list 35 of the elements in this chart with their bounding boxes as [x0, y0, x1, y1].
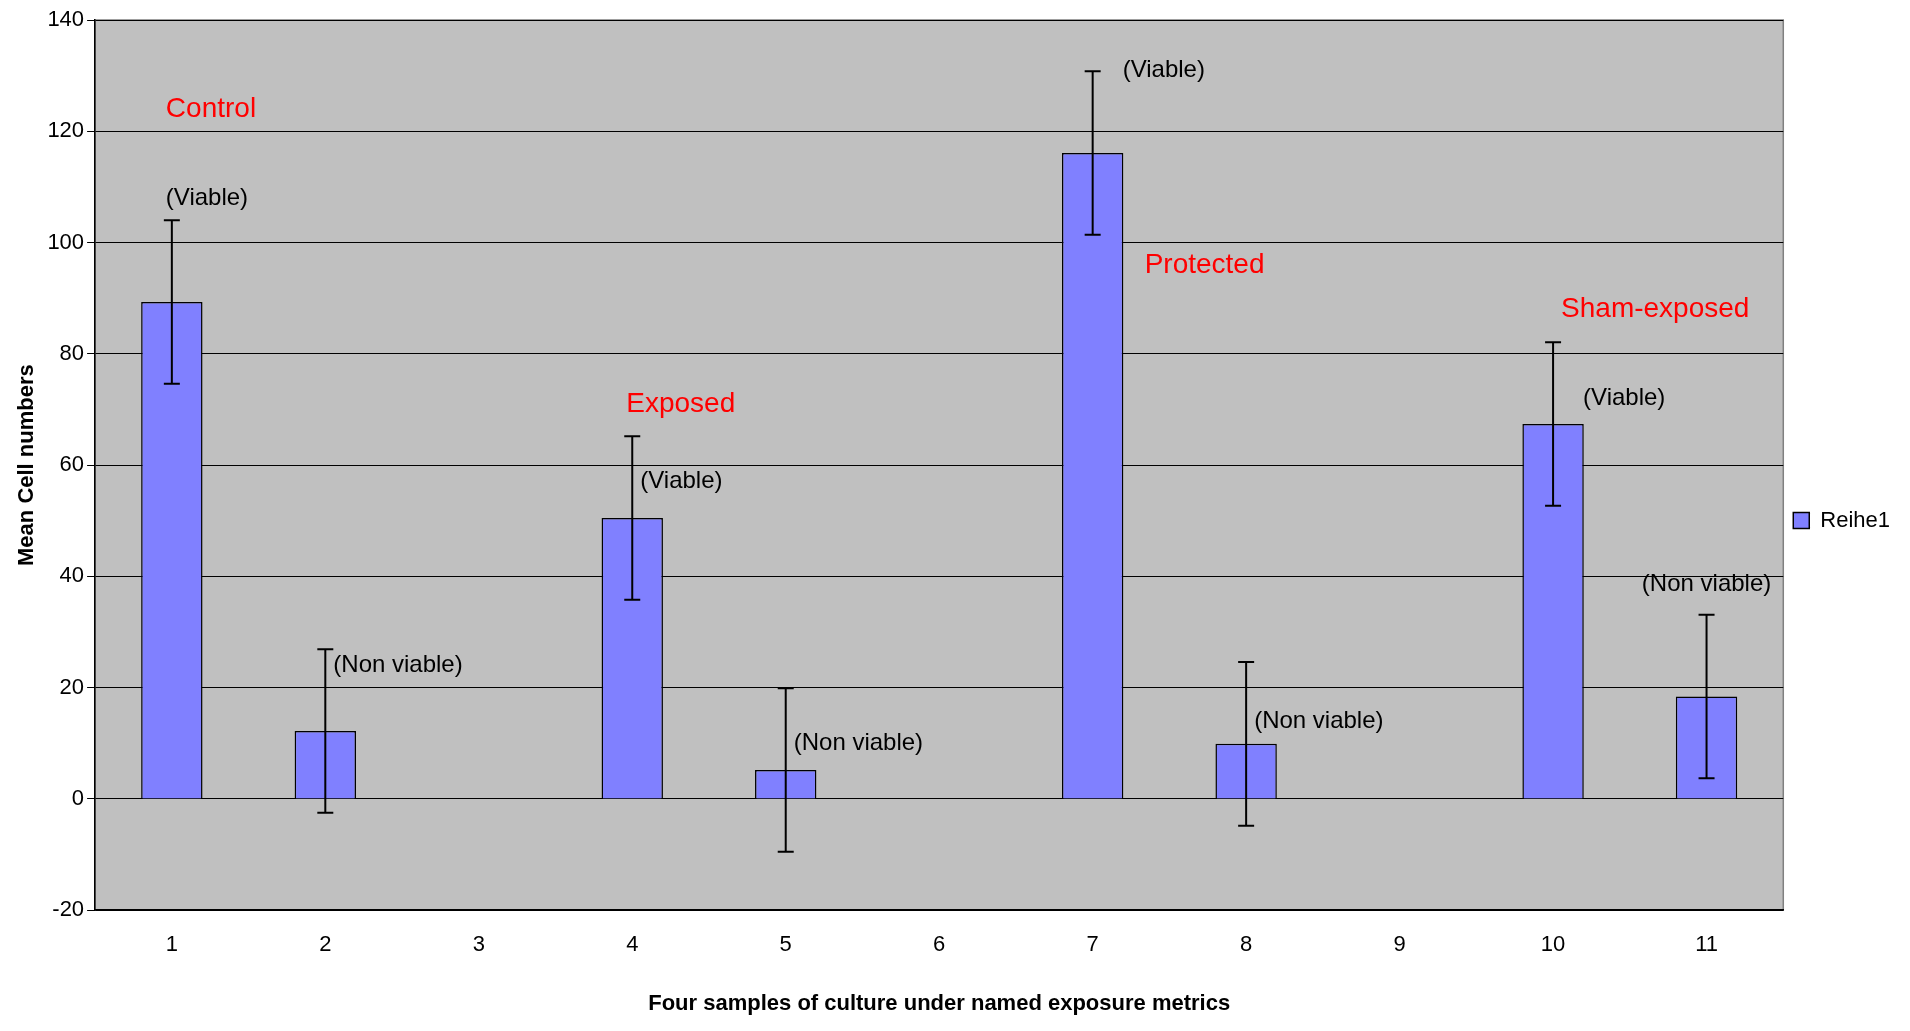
annotation: (Viable) [640, 466, 723, 494]
y-tick-label: 140 [47, 6, 85, 32]
y-tick-label: 20 [59, 673, 85, 699]
x-tick-label: 7 [1086, 931, 1099, 957]
y-axis-title: Mean Cell numbers [13, 364, 39, 566]
x-tick-label: 11 [1695, 931, 1718, 957]
x-axis-title: Four samples of culture under named exposure metrics [648, 989, 1231, 1015]
annotation: Protected [1144, 247, 1265, 279]
annotation: Exposed [626, 386, 736, 418]
x-tick-label: 8 [1240, 931, 1253, 957]
annotation: (Non viable) [333, 650, 463, 678]
x-tick-label: 3 [472, 931, 485, 957]
annotation: (Viable) [1583, 382, 1666, 410]
x-tick-label: 10 [1540, 931, 1566, 957]
annotation: (Non viable) [1254, 705, 1384, 733]
annotation: (Viable) [165, 182, 249, 210]
annotation: (Non viable) [793, 727, 924, 755]
annotation: Sham-exposed [1561, 292, 1750, 324]
y-tick-label: 40 [59, 562, 85, 588]
y-tick-label: -20 [52, 896, 85, 922]
legend-label: Reihe1 [1820, 506, 1890, 532]
y-tick-label: 100 [47, 228, 85, 254]
x-tick-label: 6 [933, 931, 946, 957]
x-tick-label: 2 [319, 931, 332, 957]
x-tick-label: 5 [779, 931, 792, 957]
y-tick-label: 60 [59, 451, 85, 477]
y-tick-label: 80 [59, 339, 85, 365]
x-tick-label: 9 [1393, 931, 1406, 957]
y-tick-label: 0 [71, 784, 85, 810]
x-tick-label: 4 [626, 931, 639, 957]
annotation: (Viable) [1122, 54, 1205, 82]
x-tick-label: 1 [165, 931, 178, 957]
annotation: Control [165, 91, 257, 123]
annotation: (Non viable) [1641, 569, 1772, 597]
y-tick-label: 120 [47, 117, 85, 143]
